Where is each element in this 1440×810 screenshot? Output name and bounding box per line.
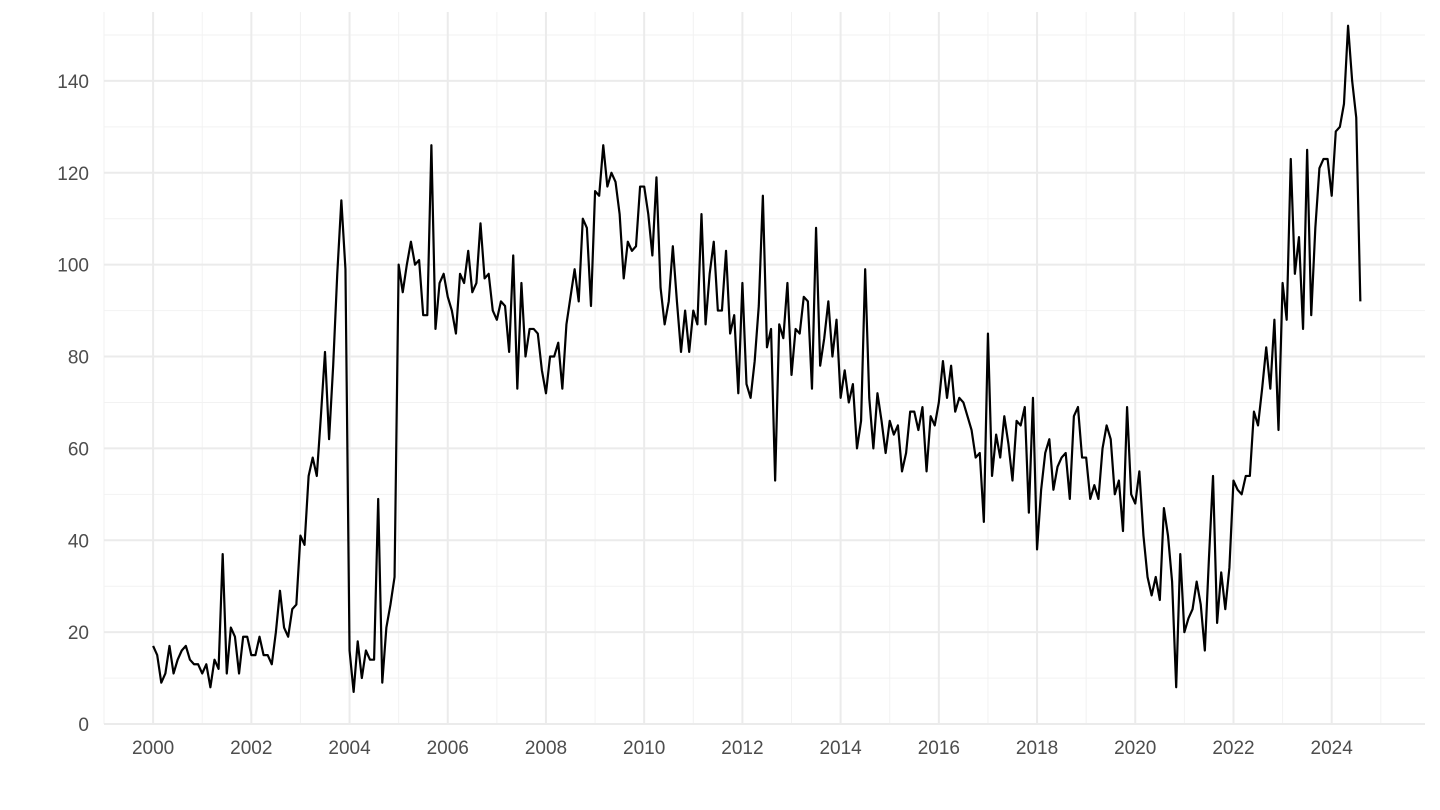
y-tick-label: 40 [68, 531, 89, 552]
y-axis: 0 20 40 60 80 100 120 140 [57, 72, 89, 736]
major-gridlines [104, 12, 1425, 725]
x-tick-label: 2014 [819, 738, 862, 759]
y-tick-label: 120 [57, 164, 89, 185]
x-tick-label: 2024 [1311, 738, 1354, 759]
y-tick-label: 20 [68, 623, 89, 644]
y-tick-label: 100 [57, 256, 89, 277]
x-tick-label: 2002 [230, 738, 272, 759]
y-tick-label: 140 [57, 72, 89, 93]
y-tick-label: 80 [68, 348, 89, 369]
y-tick-label: 0 [78, 715, 89, 736]
x-axis: 2000 2002 2004 2006 2008 2010 2012 2014 2016 2018… [132, 738, 1353, 759]
y-tick-label: 60 [68, 439, 89, 460]
x-tick-label: 2022 [1212, 738, 1254, 759]
x-tick-label: 2010 [623, 738, 665, 759]
minor-gridlines [103, 12, 1425, 724]
x-tick-label: 2000 [132, 738, 174, 759]
x-tick-label: 2018 [1016, 738, 1058, 759]
x-tick-label: 2012 [721, 738, 763, 759]
x-tick-label: 2008 [525, 738, 567, 759]
x-tick-label: 2006 [427, 738, 469, 759]
x-tick-label: 2020 [1114, 738, 1156, 759]
series-layer [152, 24, 1362, 693]
x-tick-label: 2004 [328, 738, 371, 759]
x-tick-label: 2016 [918, 738, 960, 759]
series-line [152, 24, 1362, 693]
